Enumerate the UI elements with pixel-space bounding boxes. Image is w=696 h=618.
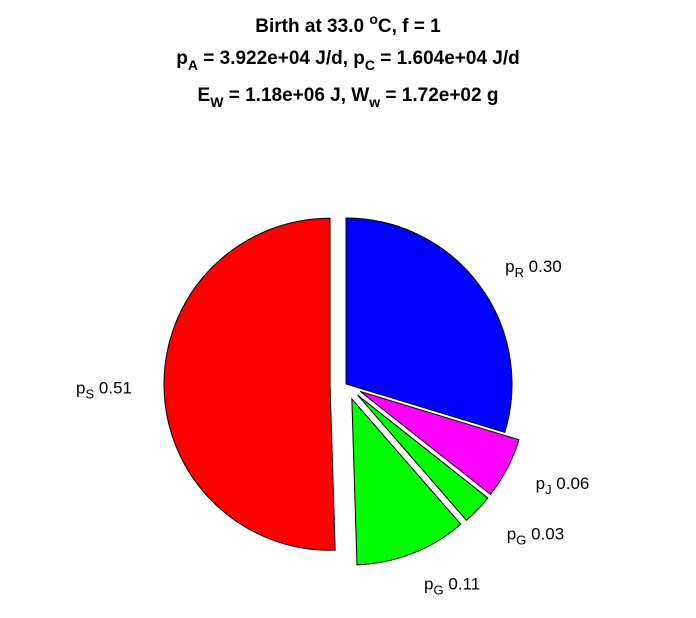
title-line-3: EW = 1.18e+06 J, Ww = 1.72e+02 g xyxy=(198,85,499,110)
pie-slice-j-1 xyxy=(359,390,520,496)
title-line-1: Birth at 33.0 oC, f = 1 xyxy=(255,11,441,37)
pie-slice-g-2 xyxy=(357,394,489,522)
slice-label-g-2: pG 0.03 xyxy=(507,525,564,548)
slice-label-s-4: pS 0.51 xyxy=(76,378,132,401)
chart-title: Birth at 33.0 oC, f = 1 pA = 3.922e+04 J… xyxy=(176,11,520,110)
slice-label-j-1: pJ 0.06 xyxy=(536,474,590,497)
pie-slices xyxy=(163,217,520,566)
pie-slice-r-0 xyxy=(345,217,513,433)
pie-slice-s-4 xyxy=(163,217,336,551)
title-line-2: pA = 3.922e+04 J/d, pC = 1.604e+04 J/d xyxy=(176,48,520,73)
slice-label-g-3: pG 0.11 xyxy=(424,574,480,597)
pie-slice-g-3 xyxy=(351,397,462,566)
slice-label-r-0: pR 0.30 xyxy=(505,257,562,280)
pie-labels: pR 0.30 pJ 0.06 pG 0.03 pG 0.11 pS 0.51 xyxy=(76,257,589,597)
